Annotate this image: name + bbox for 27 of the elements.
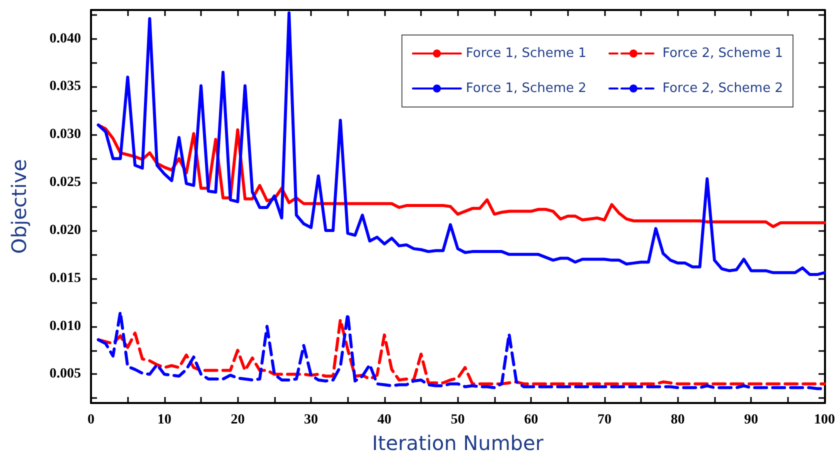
x-tick-label: 90	[744, 412, 758, 428]
x-tick-label: 70	[597, 412, 612, 428]
legend-label: Force 1, Scheme 2	[466, 81, 586, 96]
legend-label: Force 2, Scheme 1	[662, 46, 784, 61]
y-tick-label: 0.010	[50, 318, 81, 334]
x-tick-label: 20	[230, 412, 245, 428]
y-tick-label: 0.040	[50, 31, 81, 46]
y-tick-label: 0.015	[50, 270, 81, 286]
x-tick-label: 60	[524, 412, 538, 428]
x-tick-label: 10	[157, 412, 172, 428]
y-tick-label: 0.025	[50, 175, 81, 190]
x-tick-label: 80	[670, 412, 685, 428]
y-axis-title: Objective	[7, 159, 31, 254]
x-tick-label: 100	[814, 412, 835, 428]
x-tick-label: 30	[304, 412, 318, 428]
legend-label: Force 1, Scheme 1	[466, 46, 586, 61]
x-tick-label: 0	[88, 412, 94, 428]
x-tick-label: 50	[450, 412, 465, 428]
legend-label: Force 2, Scheme 2	[662, 81, 784, 96]
x-axis-title: Iteration Number	[372, 431, 544, 455]
x-tick-label: 40	[377, 412, 392, 428]
line-series	[96, 318, 826, 386]
y-tick-label: 0.030	[50, 127, 81, 142]
line-series	[96, 11, 826, 276]
y-tick-label: 0.005	[50, 366, 81, 382]
y-tick-label: 0.020	[50, 222, 81, 238]
y-tick-label: 0.035	[50, 79, 81, 94]
